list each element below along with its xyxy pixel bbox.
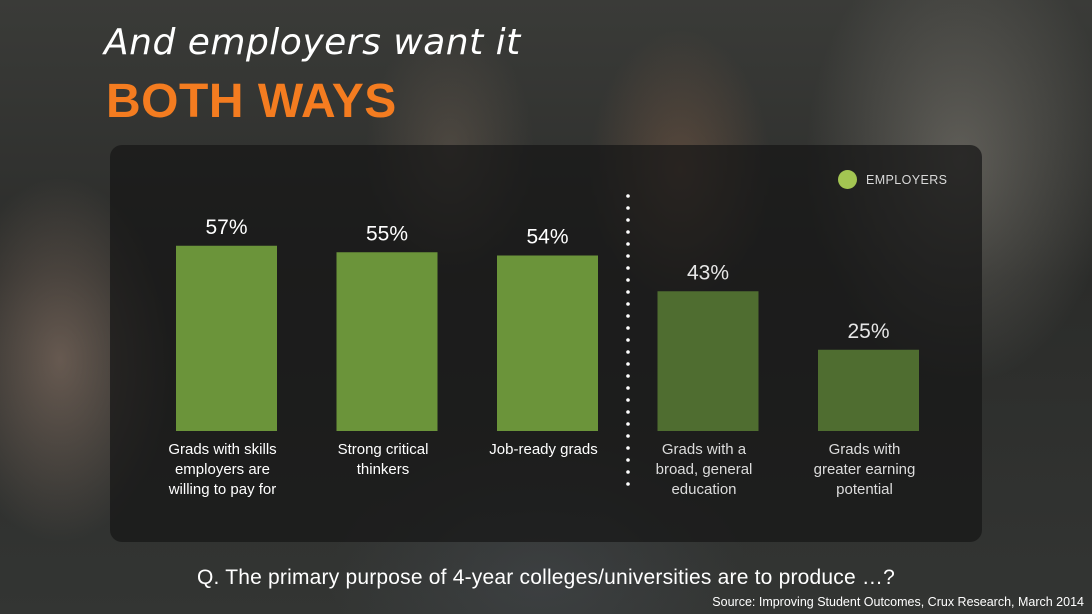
divider-dot: [626, 242, 630, 246]
divider-dot: [626, 338, 630, 342]
bar-1: [336, 252, 438, 431]
value-label-4: 25%: [847, 320, 889, 343]
category-label-2-line-0: Job-ready grads: [489, 441, 597, 458]
value-label-2: 54%: [526, 226, 568, 249]
divider-dot: [626, 350, 630, 354]
divider-dot: [626, 278, 630, 282]
divider-dot: [626, 218, 630, 222]
bar-4: [818, 349, 919, 431]
category-label-1-line-1: thinkers: [357, 461, 410, 478]
divider-dot: [626, 482, 630, 486]
divider-dot: [626, 290, 630, 294]
source-citation: Source: Improving Student Outcomes, Crux…: [712, 595, 1084, 609]
bar-0: [176, 245, 277, 431]
divider-dot: [626, 410, 630, 414]
divider-dot: [626, 254, 630, 258]
category-label-4-line-2: potential: [836, 481, 893, 498]
divider-dot: [626, 302, 630, 306]
divider-dot: [626, 230, 630, 234]
divider-dot: [626, 314, 630, 318]
category-label-4-line-1: greater earning: [814, 461, 916, 478]
category-label-4-line-0: Grads with: [829, 441, 901, 458]
divider-dot: [626, 266, 630, 270]
category-label-1-line-0: Strong critical: [338, 441, 429, 458]
value-label-3: 43%: [687, 261, 729, 284]
category-label-0-line-2: willing to pay for: [168, 481, 277, 498]
slide-title: And employers want it: [104, 22, 521, 63]
category-label-0-line-1: employers are: [175, 461, 270, 478]
value-label-0: 57%: [205, 216, 247, 239]
value-label-1: 55%: [366, 222, 408, 245]
divider-dot: [626, 470, 630, 474]
category-label-0-line-0: Grads with skills: [168, 441, 276, 458]
category-label-3-line-0: Grads with a: [662, 441, 747, 458]
divider-dot: [626, 422, 630, 426]
divider-dot: [626, 458, 630, 462]
divider-dot: [626, 206, 630, 210]
slide-title-accent: BOTH WAYS: [106, 75, 397, 128]
survey-question: Q. The primary purpose of 4-year college…: [196, 566, 895, 589]
chart-legend: EMPLOYERS: [838, 170, 947, 189]
divider-dot: [626, 398, 630, 402]
divider-dot: [626, 446, 630, 450]
divider-dot: [626, 386, 630, 390]
divider-dot: [626, 362, 630, 366]
legend-swatch-employers: [838, 170, 857, 189]
legend-label-employers: EMPLOYERS: [866, 172, 948, 187]
category-label-3-line-1: broad, general: [656, 461, 753, 478]
divider-dot: [626, 374, 630, 378]
divider-dot: [626, 326, 630, 330]
bar-2: [497, 255, 598, 431]
divider-dot: [626, 434, 630, 438]
category-label-3-line-2: education: [671, 481, 736, 498]
divider-dot: [626, 194, 630, 198]
bar-3: [657, 291, 759, 431]
